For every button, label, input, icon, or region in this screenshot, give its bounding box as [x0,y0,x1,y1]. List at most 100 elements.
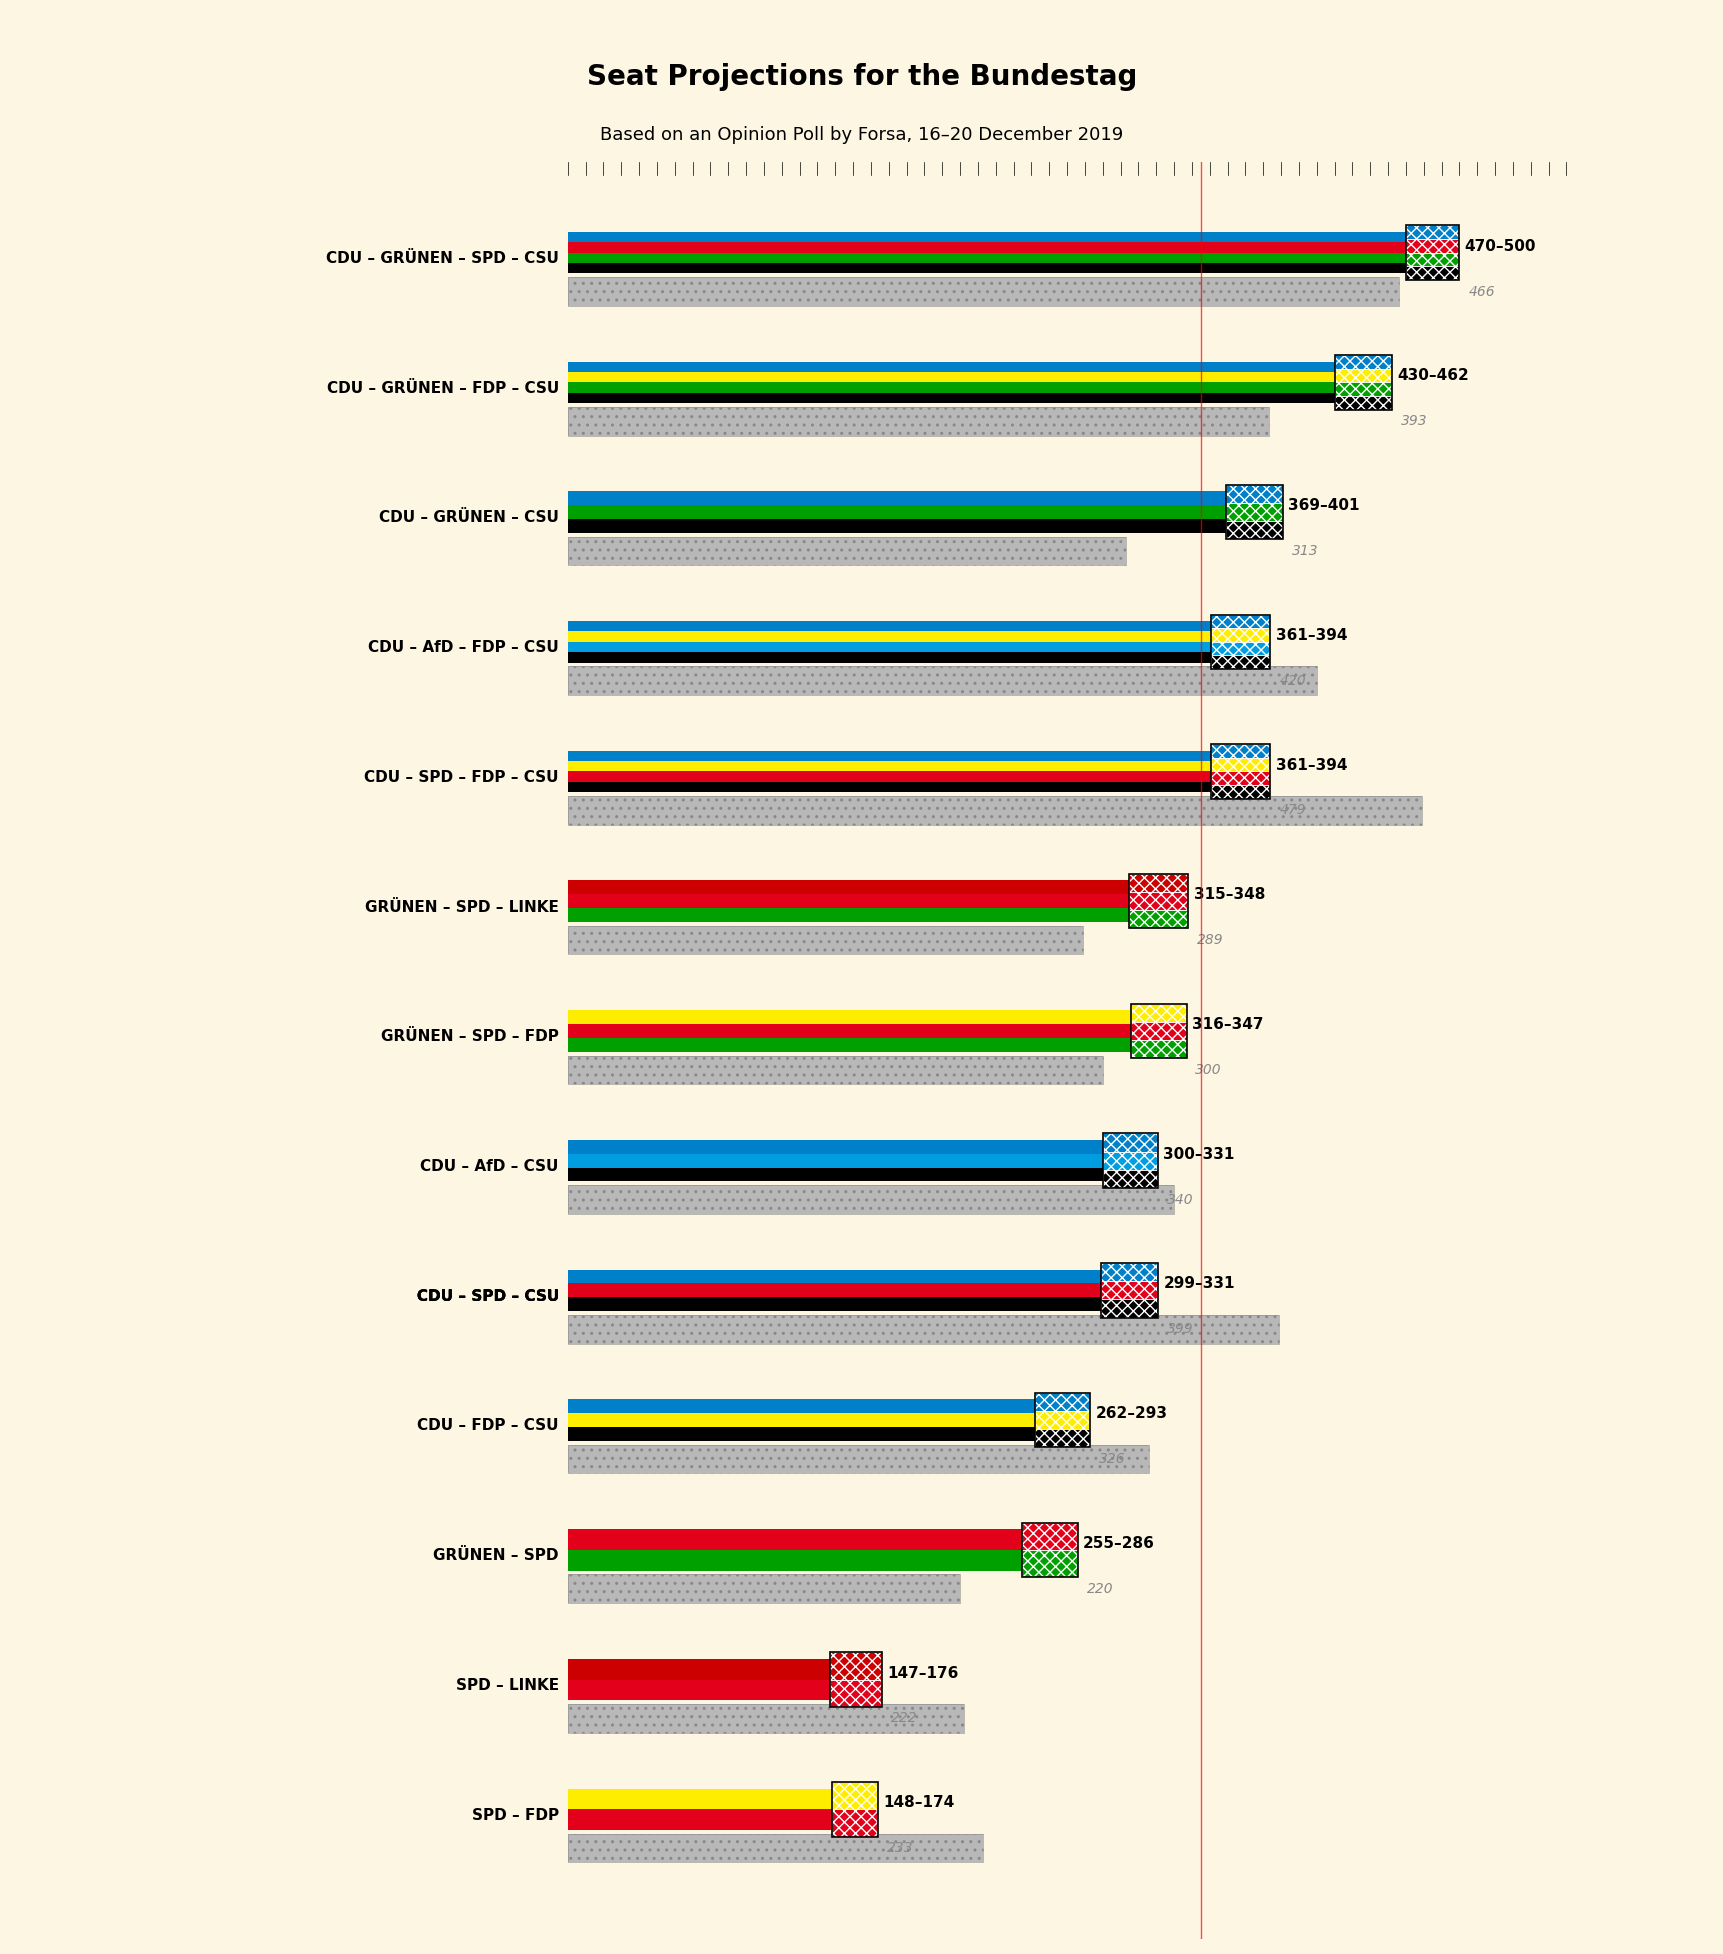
Text: Seat Projections for the Bundestag: Seat Projections for the Bundestag [586,63,1137,90]
Bar [1130,1004,1185,1059]
Bar [1404,266,1458,279]
Text: 300–331: 300–331 [1163,1147,1234,1163]
Bar [1404,225,1458,279]
Bar [567,1413,1034,1426]
Bar [1211,786,1270,799]
Bar [567,242,1404,252]
Bar [1103,1170,1158,1188]
Bar [830,1782,877,1837]
Text: CDU – SPD – CSU: CDU – SPD – CSU [417,1290,558,1303]
Bar [1211,627,1270,641]
Bar [567,490,1225,506]
Bar [1334,397,1390,410]
Bar [1022,1522,1077,1550]
Bar [1211,655,1270,668]
Bar [567,233,1404,242]
Bar [567,1835,982,1862]
Bar [567,1444,1149,1473]
Bar [1225,485,1282,539]
Bar [1034,1393,1089,1448]
Bar [1129,911,1187,928]
Bar [567,264,1404,274]
Bar [1034,1411,1089,1428]
Bar [567,1680,829,1700]
Bar [567,621,1211,631]
Bar [1334,356,1390,369]
Bar [1101,1262,1158,1317]
Bar [1211,744,1270,799]
Bar [567,1024,1130,1038]
Bar [567,782,1211,791]
Text: 316–347: 316–347 [1191,1016,1263,1032]
Text: SPD – FDP: SPD – FDP [472,1807,558,1823]
Text: 466: 466 [1468,285,1494,299]
Text: 479: 479 [1278,803,1304,817]
Bar [567,895,1129,909]
Bar [830,1782,877,1809]
Text: 289: 289 [1196,934,1223,948]
Bar [567,383,1334,393]
Bar [567,795,1421,825]
Bar [1130,1004,1185,1022]
Bar [567,750,1211,762]
Bar [1022,1550,1077,1577]
Bar [1103,1151,1158,1170]
Bar [1211,616,1270,668]
Bar [567,393,1334,403]
Bar [1225,522,1282,539]
Bar [1101,1282,1158,1299]
Text: 361–394: 361–394 [1275,627,1346,643]
Bar [1404,225,1458,238]
Bar [1225,522,1282,539]
Text: 361–394: 361–394 [1275,758,1346,772]
Text: 300: 300 [1194,1063,1222,1077]
Bar [1211,641,1270,655]
Bar [1130,1022,1185,1040]
Bar [1101,1299,1158,1317]
Bar [567,926,1082,954]
Text: 233: 233 [886,1841,913,1854]
Bar [567,1186,1173,1213]
Bar [1211,641,1270,655]
Bar [567,1530,1022,1550]
Bar [1211,627,1270,641]
Bar [1334,383,1390,397]
Bar [1022,1522,1077,1577]
Bar [1130,1040,1185,1059]
Bar [830,1782,877,1809]
Bar [1211,616,1270,627]
Bar [1101,1299,1158,1317]
Bar [567,406,1268,436]
Text: CDU – GRÜNEN – CSU: CDU – GRÜNEN – CSU [379,510,558,526]
Bar [1334,356,1390,369]
Text: 420: 420 [1278,674,1304,688]
Bar [1130,1004,1185,1022]
Text: Based on an Opinion Poll by Forsa, 16–20 December 2019: Based on an Opinion Poll by Forsa, 16–20… [600,125,1123,145]
Bar [567,1704,963,1733]
Bar [1334,397,1390,410]
Bar [1225,502,1282,522]
Text: 262–293: 262–293 [1094,1407,1166,1421]
Bar [567,1575,960,1602]
Text: CDU – AfD – CSU: CDU – AfD – CSU [420,1159,558,1174]
Bar [1034,1428,1089,1448]
Bar [567,1153,1103,1168]
Bar [1404,252,1458,266]
Bar [567,252,1404,264]
Text: CDU – SPD – CSU: CDU – SPD – CSU [417,1290,558,1303]
Bar [1101,1262,1158,1282]
Bar [567,1315,1278,1344]
Bar [1022,1550,1077,1577]
Bar [567,1038,1130,1051]
Text: CDU – GRÜNEN – FDP – CSU: CDU – GRÜNEN – FDP – CSU [326,381,558,395]
Text: 430–462: 430–462 [1396,369,1468,383]
Bar [1404,238,1458,252]
Bar [1334,369,1390,383]
Bar [567,1315,1278,1344]
Bar [567,506,1225,520]
Bar [567,1270,1101,1284]
Bar [1211,655,1270,668]
Bar [1101,1262,1158,1282]
Text: CDU – GRÜNEN – SPD – CSU: CDU – GRÜNEN – SPD – CSU [326,250,558,266]
Bar [1404,266,1458,279]
